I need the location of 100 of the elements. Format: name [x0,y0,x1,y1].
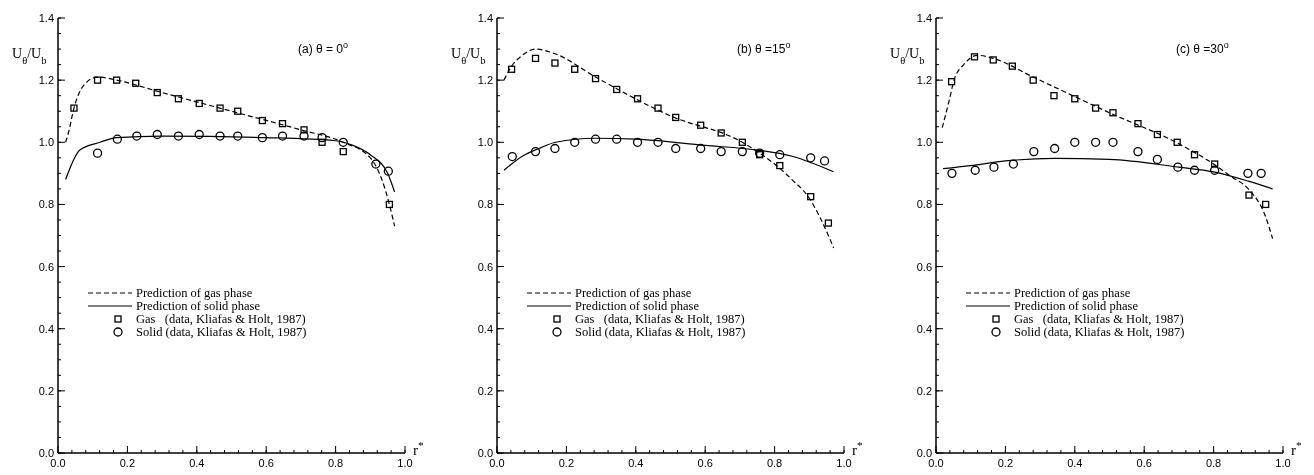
y-axis-title: U$_{θ}$/U$_{b}$ [451,46,486,66]
x-tick-label: 1.0 [397,457,413,469]
point [1070,137,1080,147]
point [717,129,725,137]
point [1008,159,1019,169]
point [1029,146,1039,157]
y-axis-title: U$_{θ}$/U$_{b}$ [890,46,925,66]
point [215,131,225,141]
y-tick-label: 1.4 [477,12,493,24]
text: (a) θ = 0$^{o}$ [298,40,349,56]
y-tick-label: 1.2 [38,74,54,87]
point [1133,146,1143,157]
y-tick-label: 0.6 [477,260,493,273]
point [671,143,681,154]
legend-label: Gas (data, Kliafas & Holt, 1987) [136,312,306,326]
x-tick-label: 0.6 [697,457,713,469]
x-tick-label: 0.6 [1136,457,1152,469]
line-series [941,54,1274,240]
y-tick-label: 1.0 [916,136,932,149]
point [570,137,580,147]
point [1243,168,1253,179]
point [672,113,680,122]
point [989,56,997,64]
point [970,53,979,61]
point [1108,137,1118,147]
legend-label: Gas (data, Kliafas & Holt, 1987) [575,312,745,326]
y-tick-label: 1.4 [38,12,54,24]
point [1008,62,1016,70]
point [153,88,161,97]
point [613,85,621,94]
x-tick-label: 0.0 [50,457,66,469]
point [806,153,816,163]
point [371,159,381,169]
x-axis-title: r$^{*}$ [852,439,863,458]
legend-label: Prediction of gas phase [136,286,253,300]
x-axis-title: r$^{*}$ [413,439,424,458]
point [299,131,309,141]
point [590,134,601,144]
point [824,219,833,227]
point [591,74,600,83]
point [612,134,622,144]
point [93,76,102,84]
legend-label: Gas (data, Kliafas & Holt, 1987) [1014,312,1184,326]
point [571,65,579,73]
point [173,131,184,141]
point [383,166,393,176]
point [317,132,327,143]
point [1262,200,1270,209]
point [507,65,516,73]
point [92,148,103,158]
point [112,76,121,84]
point [1173,162,1183,172]
point [1190,151,1199,159]
y-tick-label: 1.0 [477,136,493,149]
y-tick-label: 0.8 [916,198,932,211]
x-tick-label: 0.8 [1205,457,1222,469]
point [737,146,747,157]
y-tick-label: 1.0 [38,136,54,149]
point [1050,92,1058,100]
y-tick-label: 0.4 [38,322,54,335]
point [807,193,815,201]
point [132,79,140,87]
legend-label: Prediction of gas phase [575,286,692,300]
x-tick-label: 0.8 [766,457,783,469]
point [194,129,204,140]
point [530,146,541,157]
y-axis-title: U$_{θ}$/U$_{b}$ [12,46,47,66]
point [716,146,726,157]
point [550,143,560,154]
point [551,59,559,67]
point [1153,130,1162,139]
point [970,165,980,175]
x-tick-label: 0.2 [558,457,575,469]
point [632,137,643,147]
point [132,131,142,141]
x-tick-label: 0.8 [327,457,344,469]
point [738,138,746,146]
y-tick-label: 1.4 [916,12,932,24]
point [819,156,830,166]
point [697,121,705,129]
x-tick-label: 0.4 [189,457,205,469]
point [775,150,785,160]
point [385,200,394,209]
point [654,104,662,112]
point [1256,168,1266,179]
point [1189,165,1200,175]
point [70,104,78,112]
y-tick-label: 0.0 [38,447,54,459]
point [947,168,957,179]
x-axis-title: r$^{*}$ [1291,439,1302,458]
legend-label: Prediction of solid phase [136,299,261,313]
legend-label: Solid (data, Kliafas & Holt, 1987) [136,325,307,339]
point [633,95,642,103]
point [1152,154,1163,165]
point [1090,137,1101,147]
point [1050,143,1060,154]
point [339,147,347,156]
point [195,99,203,108]
point [174,95,183,103]
y-tick-label: 0.0 [916,447,932,459]
